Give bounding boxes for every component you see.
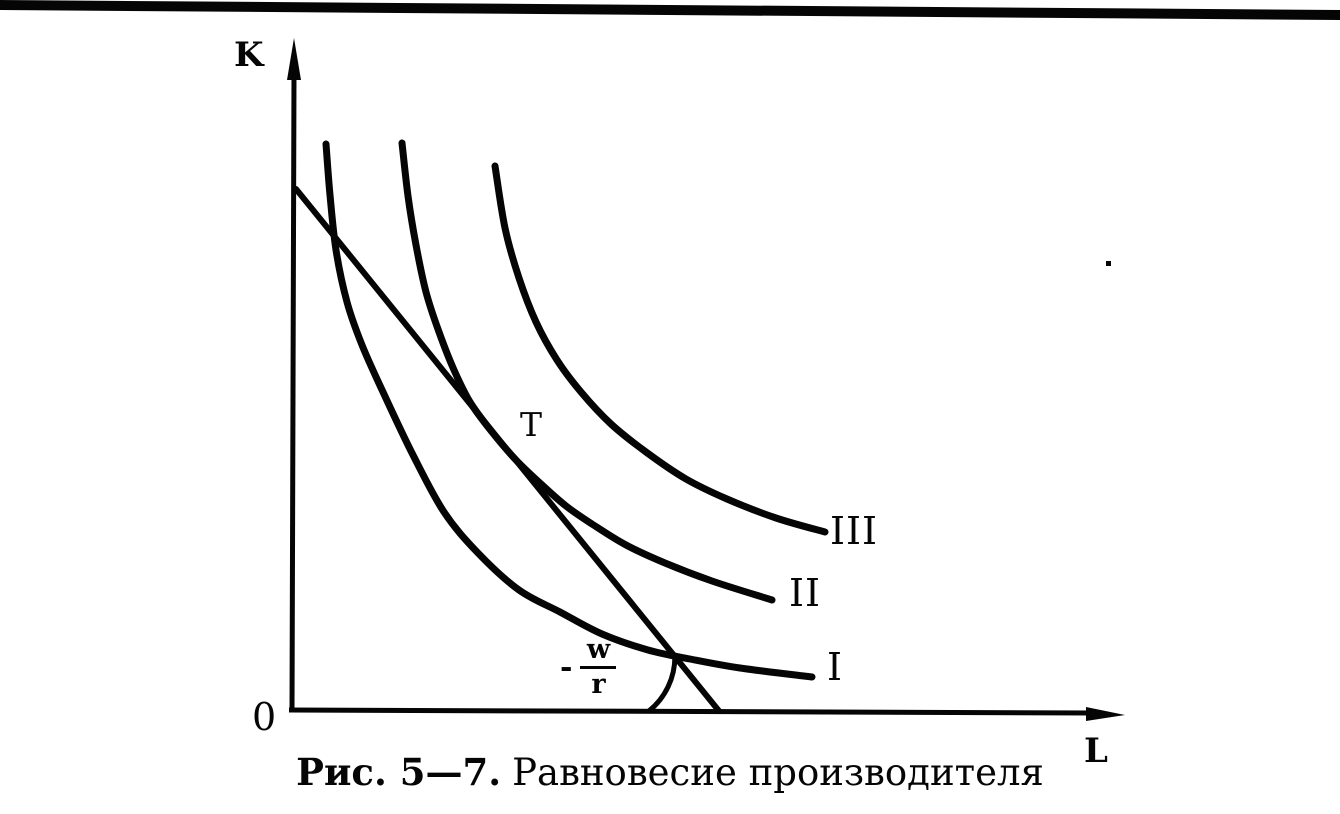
isoquant-label-iii: III: [830, 509, 879, 553]
y-axis-arrowhead-icon: [287, 38, 301, 80]
y-axis-line: [289, 73, 297, 712]
isoquant-I-curve: [322, 140, 816, 681]
figure-caption-number: Рис. 5—7.: [296, 750, 502, 794]
x-axis-label: L: [1084, 731, 1108, 771]
origin-label: 0: [252, 695, 277, 739]
isoquant-label-i: I: [827, 645, 844, 689]
tangency-point-label: T: [520, 405, 543, 444]
scan-speck-artifact: [1106, 261, 1111, 266]
y-axis-label: K: [234, 35, 264, 75]
slope-minus-sign: -: [560, 649, 573, 685]
slope-fraction: w r: [580, 634, 617, 701]
figure-caption-title: Равновесие производителя: [512, 751, 1044, 794]
x-axis-line: [288, 707, 1093, 716]
x-axis-arrowhead-icon: [1086, 707, 1125, 721]
slope-numerator: w: [586, 634, 611, 665]
isocost-line-curve: [293, 186, 722, 714]
scan-edge-artifact: [0, 0, 1340, 20]
fraction-bar: [580, 666, 617, 670]
figure-caption: Рис. 5—7. Равновесие производителя: [0, 750, 1340, 794]
slope-angle-arc: [647, 656, 678, 713]
slope-denominator: r: [591, 669, 606, 701]
isoquant-label-ii: II: [789, 571, 822, 615]
slope-annotation: - w r: [560, 634, 617, 701]
isoquant-III-curve: [491, 162, 829, 536]
